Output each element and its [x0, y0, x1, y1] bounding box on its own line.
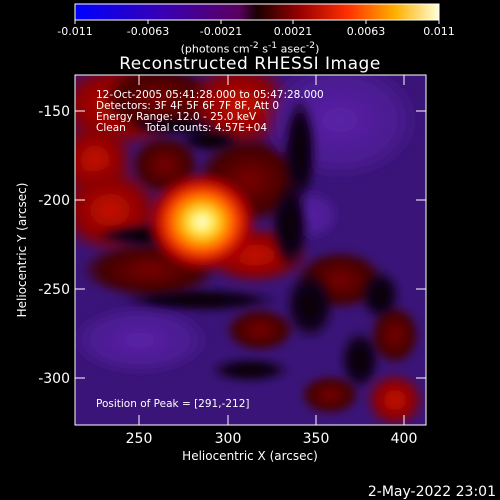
colorbar-tick-label: -0.0021: [200, 25, 242, 38]
colorbar-tick-label: 0.011: [423, 25, 455, 38]
y-tick-label: -150: [38, 104, 70, 120]
colorbar-ticks: [74, 20, 440, 24]
colorbar-tick-label: 0.0063: [347, 25, 386, 38]
plot-title: Reconstructed RHESSI Image: [119, 54, 381, 74]
footer-date: 2-May-2022 23:01: [367, 484, 496, 500]
colorbar-tick-label: -0.0063: [127, 25, 169, 38]
x-axis-ticks: [138, 75, 405, 425]
colorbar-tick-label: -0.011: [57, 25, 92, 38]
y-axis-ticks: [75, 110, 426, 379]
colorbar-tick-label: 0.0021: [274, 25, 313, 38]
info-time-range: 12-Oct-2005 05:41:28.000 to 05:47:28.000: [96, 89, 324, 101]
info-detectors: Detectors: 3F 4F 5F 6F 7F 8F, Att 0: [96, 100, 279, 112]
y-axis-label: Heliocentric Y (arcsec): [15, 183, 29, 318]
info-energy-range: Energy Range: 12.0 - 25.0 keV: [96, 111, 257, 123]
info-peak-position: Position of Peak = [291,-212]: [96, 398, 250, 410]
x-tick-label: 250: [126, 431, 153, 447]
y-tick-label: -250: [38, 282, 70, 298]
y-tick-label: -300: [38, 371, 70, 387]
rhessi-image: [75, 75, 426, 425]
x-axis-label: Heliocentric X (arcsec): [182, 449, 318, 463]
info-total-counts: Total counts: 4.57E+04: [144, 122, 267, 134]
info-clean: Clean: [96, 122, 126, 134]
y-tick-label: -200: [38, 193, 70, 209]
x-tick-label: 400: [391, 431, 418, 447]
plot-frame: [74, 74, 427, 426]
colorbar-units: (photons cm-2 s-1 asec-2): [180, 40, 320, 56]
x-tick-label: 300: [215, 431, 242, 447]
colorbar: [74, 3, 440, 21]
x-tick-label: 350: [303, 431, 330, 447]
